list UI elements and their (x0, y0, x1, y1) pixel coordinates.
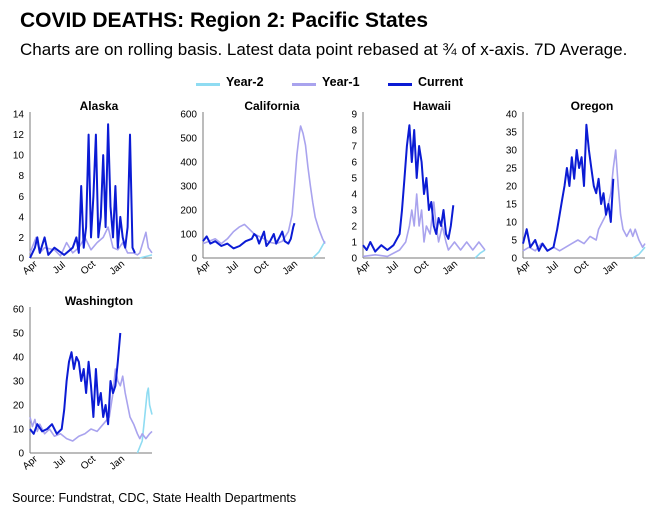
x-tick-label: Jul (51, 260, 68, 277)
chart-title: Alaska (80, 100, 119, 113)
series-line-current (29, 123, 136, 259)
y-tick-label: 100 (180, 230, 197, 241)
series-line-year-2 (474, 249, 486, 259)
legend-label-year-2: Year-2 (226, 75, 264, 89)
y-tick-label: 2 (18, 233, 24, 244)
y-tick-label: 7 (351, 142, 357, 153)
series-line-year-2 (312, 240, 326, 259)
chart-title: Oregon (571, 100, 614, 113)
y-tick-label: 10 (13, 151, 25, 162)
page-title: COVID DEATHS: Region 2: Pacific States (20, 9, 429, 32)
series-line-year-1 (362, 193, 486, 258)
y-tick-label: 10 (13, 425, 25, 436)
y-tick-label: 40 (506, 110, 518, 121)
y-tick-label: 0 (18, 254, 24, 265)
y-tick-label: 14 (13, 110, 25, 121)
y-tick-label: 9 (351, 110, 357, 121)
y-tick-label: 5 (351, 174, 357, 185)
x-tick-label: Jul (384, 260, 401, 277)
series-line-year-1 (202, 125, 326, 245)
series-line-current (29, 332, 122, 435)
x-tick-label: Jan (601, 259, 620, 278)
y-tick-label: 0 (18, 449, 24, 460)
y-tick-label: 200 (180, 206, 197, 217)
series-line-year-2 (139, 254, 153, 259)
x-tick-label: Jan (281, 259, 300, 278)
page-subtitle: Charts are on rolling basis. Latest data… (20, 40, 628, 59)
x-tick-label: Oct (572, 259, 591, 278)
y-tick-label: 25 (506, 164, 518, 175)
y-tick-label: 10 (506, 218, 518, 229)
series-line-current (202, 222, 296, 250)
legend-label-year-1: Year-1 (322, 75, 360, 89)
y-tick-label: 0 (511, 254, 517, 265)
y-tick-label: 20 (13, 401, 25, 412)
series-line-current (522, 123, 615, 252)
chart-title: Hawaii (413, 100, 451, 113)
legend-label-current: Current (418, 75, 464, 89)
x-tick-label: Oct (79, 259, 98, 278)
x-tick-label: Jul (51, 455, 68, 472)
chart-panel-hawaii: Hawaii 0 1 2 3 4 5 6 7 8 9 Apr Jul Oct Jan (333, 100, 493, 290)
chart-title: California (244, 100, 300, 113)
series-line-current (362, 124, 455, 253)
y-tick-label: 0 (191, 254, 197, 265)
y-tick-label: 2 (351, 222, 357, 233)
y-tick-label: 300 (180, 182, 197, 193)
x-tick-label: Jul (544, 260, 561, 277)
x-tick-label: Jan (441, 259, 460, 278)
y-tick-label: 20 (506, 182, 518, 193)
y-tick-label: 6 (351, 158, 357, 169)
y-tick-label: 50 (13, 329, 25, 340)
y-tick-label: 30 (13, 377, 25, 388)
y-tick-label: 15 (506, 200, 518, 211)
y-tick-label: 60 (13, 305, 25, 316)
y-tick-label: 6 (18, 192, 24, 203)
series-line-year-2 (632, 246, 646, 259)
y-tick-label: 400 (180, 158, 197, 169)
x-tick-label: Oct (412, 259, 431, 278)
y-tick-label: 30 (506, 146, 518, 157)
legend-swatch-current (388, 83, 412, 86)
y-tick-label: 0 (351, 254, 357, 265)
y-tick-label: 35 (506, 128, 518, 139)
x-tick-label: Jan (108, 259, 127, 278)
y-tick-label: 12 (13, 130, 25, 141)
x-tick-label: Jan (108, 454, 127, 473)
y-tick-label: 8 (351, 126, 357, 137)
y-tick-label: 5 (511, 236, 517, 247)
legend-swatch-year-1 (292, 83, 316, 86)
series-line-year-1 (29, 368, 153, 442)
y-tick-label: 40 (13, 353, 25, 364)
chart-title: Washington (65, 295, 133, 308)
x-tick-label: Jul (224, 260, 241, 277)
y-tick-label: 3 (351, 206, 357, 217)
x-tick-label: Oct (79, 454, 98, 473)
chart-panel-washington: Washington 0 10 20 30 40 50 60 Apr Jul Oct Jan (0, 295, 160, 485)
y-tick-label: 4 (351, 190, 357, 201)
y-tick-label: 1 (351, 238, 357, 249)
x-tick-label: Oct (252, 259, 271, 278)
y-tick-label: 8 (18, 171, 24, 182)
chart-panel-california: California 0 100 200 300 400 500 600 Apr Jul Oct Ja… (173, 100, 333, 290)
chart-panel-alaska: Alaska 0 2 4 6 8 10 12 14 Apr Jul Oct Jan (0, 100, 160, 290)
y-tick-label: 4 (18, 212, 24, 223)
source-note: Source: Fundstrat, CDC, State Health Dep… (12, 491, 297, 505)
y-tick-label: 600 (180, 110, 197, 121)
y-tick-label: 500 (180, 134, 197, 145)
series-line-year-2 (136, 387, 153, 454)
legend-swatch-year-2 (196, 83, 220, 86)
chart-panel-oregon: Oregon 0 5 10 15 20 25 30 35 40 Apr Jul Oct Jan (493, 100, 653, 290)
